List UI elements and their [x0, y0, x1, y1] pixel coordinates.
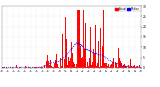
Legend: Actual, Median: Actual, Median [115, 6, 140, 11]
